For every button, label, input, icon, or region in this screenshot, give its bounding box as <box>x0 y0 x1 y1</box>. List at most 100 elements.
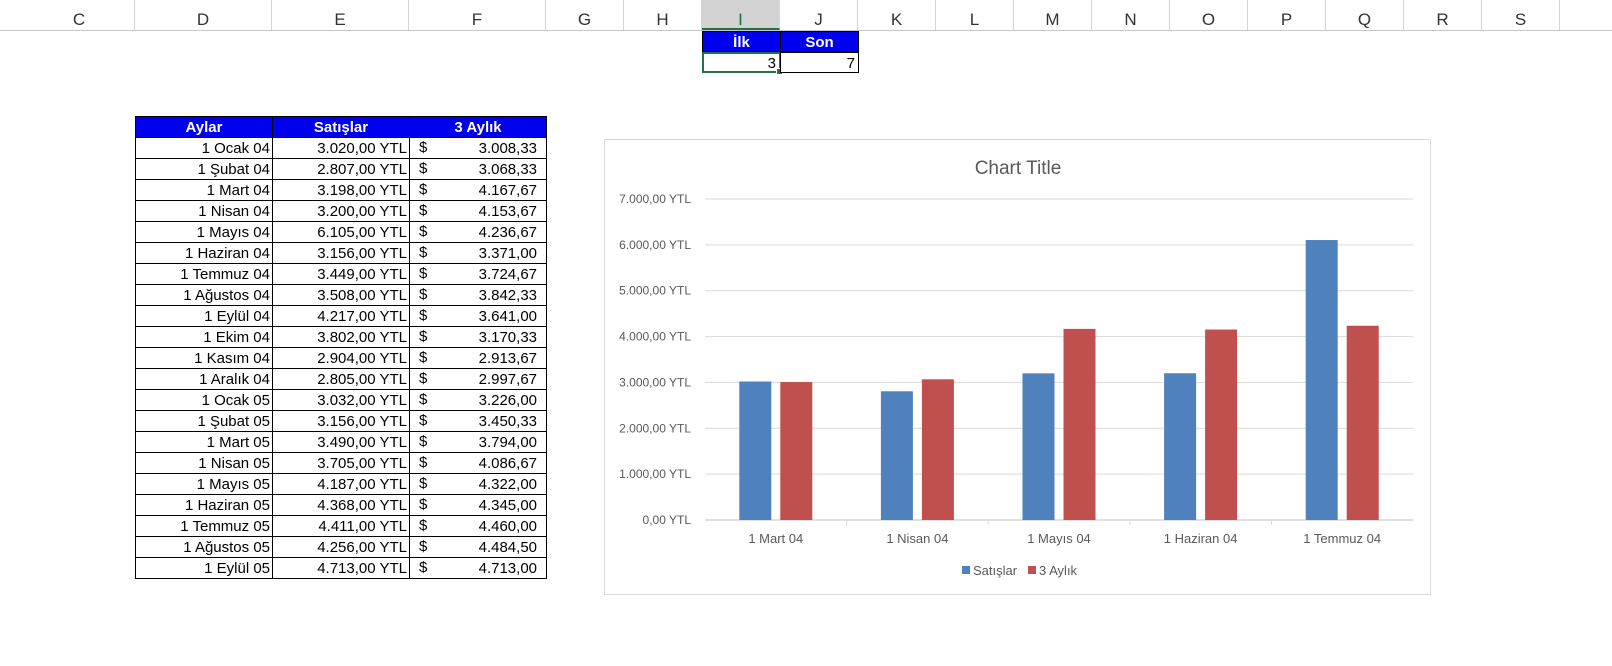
table-row: 1 Mayıs 05 4.187,00 YTL $4.322,00 <box>135 473 547 495</box>
table-row: 1 Ağustos 04 3.508,00 YTL $3.842,33 <box>135 284 547 306</box>
three-month-avg-cell[interactable]: $4.484,50 <box>409 536 547 558</box>
month-cell[interactable]: 1 Nisan 05 <box>135 452 273 474</box>
sales-cell[interactable]: 3.198,00 YTL <box>272 179 410 201</box>
three-month-avg-cell[interactable]: $3.170,33 <box>409 326 547 348</box>
column-header-n[interactable]: N <box>1092 0 1170 30</box>
currency-symbol: $ <box>419 412 428 429</box>
three-month-avg-cell[interactable]: $4.322,00 <box>409 473 547 495</box>
month-cell[interactable]: 1 Ocak 05 <box>135 389 273 411</box>
month-cell[interactable]: 1 Ocak 04 <box>135 137 273 159</box>
month-cell[interactable]: 1 Mart 05 <box>135 431 273 453</box>
month-cell[interactable]: 1 Şubat 04 <box>135 158 273 180</box>
son-value-cell[interactable]: 7 <box>780 52 859 73</box>
sales-cell[interactable]: 2.904,00 YTL <box>272 347 410 369</box>
header-aylar[interactable]: Aylar <box>135 116 273 138</box>
avg-value: 3.450,33 <box>478 412 537 430</box>
y-tick-label: 1.000,00 YTL <box>619 467 691 481</box>
month-cell[interactable]: 1 Ağustos 04 <box>135 284 273 306</box>
month-cell[interactable]: 1 Ekim 04 <box>135 326 273 348</box>
month-cell[interactable]: 1 Kasım 04 <box>135 347 273 369</box>
avg-value: 4.345,00 <box>478 496 537 514</box>
three-month-avg-cell[interactable]: $3.371,00 <box>409 242 547 264</box>
three-month-avg-cell[interactable]: $3.450,33 <box>409 410 547 432</box>
three-month-avg-cell[interactable]: $3.641,00 <box>409 305 547 327</box>
sales-cell[interactable]: 2.805,00 YTL <box>272 368 410 390</box>
month-cell[interactable]: 1 Mayıs 04 <box>135 221 273 243</box>
header-satislar[interactable]: Satışlar <box>272 116 410 138</box>
sales-cell[interactable]: 4.217,00 YTL <box>272 305 410 327</box>
column-header-g[interactable]: G <box>546 0 624 30</box>
sales-cell[interactable]: 3.490,00 YTL <box>272 431 410 453</box>
avg-value: 4.460,00 <box>478 517 537 535</box>
three-month-avg-cell[interactable]: $3.842,33 <box>409 284 547 306</box>
sales-cell[interactable]: 3.200,00 YTL <box>272 200 410 222</box>
three-month-avg-cell[interactable]: $3.226,00 <box>409 389 547 411</box>
sales-cell[interactable]: 2.807,00 YTL <box>272 158 410 180</box>
month-cell[interactable]: 1 Aralık 04 <box>135 368 273 390</box>
three-month-avg-cell[interactable]: $4.345,00 <box>409 494 547 516</box>
header-son[interactable]: Son <box>780 31 859 52</box>
sales-cell[interactable]: 4.256,00 YTL <box>272 536 410 558</box>
three-month-avg-cell[interactable]: $2.997,67 <box>409 368 547 390</box>
chart-area[interactable]: Chart Title 0,00 YTL 1.000,00 YTL 2.000,00 … <box>604 139 1431 595</box>
month-cell[interactable]: 1 Eylül 05 <box>135 557 273 579</box>
three-month-avg-cell[interactable]: $3.794,00 <box>409 431 547 453</box>
three-month-avg-cell[interactable]: $4.713,00 <box>409 557 547 579</box>
sales-cell[interactable]: 3.705,00 YTL <box>272 452 410 474</box>
three-month-avg-cell[interactable]: $3.724,67 <box>409 263 547 285</box>
three-month-avg-cell[interactable]: $4.460,00 <box>409 515 547 537</box>
table-row: 1 Eylül 05 4.713,00 YTL $4.713,00 <box>135 557 547 579</box>
month-cell[interactable]: 1 Eylül 04 <box>135 305 273 327</box>
month-cell[interactable]: 1 Şubat 05 <box>135 410 273 432</box>
column-header-q[interactable]: Q <box>1326 0 1404 30</box>
three-month-avg-cell[interactable]: $4.167,67 <box>409 179 547 201</box>
column-header-s[interactable]: S <box>1482 0 1560 30</box>
column-header-i[interactable]: I <box>702 0 780 30</box>
column-header-j[interactable]: J <box>780 0 858 30</box>
column-header-p[interactable]: P <box>1248 0 1326 30</box>
sales-cell[interactable]: 4.411,00 YTL <box>272 515 410 537</box>
three-month-avg-cell[interactable]: $4.153,67 <box>409 200 547 222</box>
month-cell[interactable]: 1 Temmuz 05 <box>135 515 273 537</box>
table-row: 1 Mart 04 3.198,00 YTL $4.167,67 <box>135 179 547 201</box>
month-cell[interactable]: 1 Mart 04 <box>135 179 273 201</box>
column-header-m[interactable]: M <box>1014 0 1092 30</box>
sales-cell[interactable]: 4.187,00 YTL <box>272 473 410 495</box>
header-3-aylik[interactable]: 3 Aylık <box>409 116 547 138</box>
three-month-avg-cell[interactable]: $4.236,67 <box>409 221 547 243</box>
sales-cell[interactable]: 3.449,00 YTL <box>272 263 410 285</box>
three-month-avg-cell[interactable]: $4.086,67 <box>409 452 547 474</box>
month-cell[interactable]: 1 Haziran 05 <box>135 494 273 516</box>
month-cell[interactable]: 1 Nisan 04 <box>135 200 273 222</box>
month-cell[interactable]: 1 Ağustos 05 <box>135 536 273 558</box>
column-header-r[interactable]: R <box>1404 0 1482 30</box>
column-header-c[interactable]: C <box>24 0 135 30</box>
month-cell[interactable]: 1 Mayıs 05 <box>135 473 273 495</box>
column-header-d[interactable]: D <box>135 0 272 30</box>
ilk-value-cell[interactable]: 3 <box>702 52 783 75</box>
three-month-avg-cell[interactable]: $2.913,67 <box>409 347 547 369</box>
month-cell[interactable]: 1 Temmuz 04 <box>135 263 273 285</box>
three-month-avg-cell[interactable]: $3.008,33 <box>409 137 547 159</box>
column-header-o[interactable]: O <box>1170 0 1248 30</box>
three-month-avg-cell[interactable]: $3.068,33 <box>409 158 547 180</box>
sales-cell[interactable]: 3.156,00 YTL <box>272 410 410 432</box>
avg-value: 3.842,33 <box>478 286 537 304</box>
sales-cell[interactable]: 3.032,00 YTL <box>272 389 410 411</box>
sales-cell[interactable]: 4.368,00 YTL <box>272 494 410 516</box>
column-header-h[interactable]: H <box>624 0 702 30</box>
column-header-f[interactable]: F <box>409 0 546 30</box>
sales-cell[interactable]: 3.508,00 YTL <box>272 284 410 306</box>
column-header-k[interactable]: K <box>858 0 936 30</box>
sales-cell[interactable]: 3.156,00 YTL <box>272 242 410 264</box>
sales-cell[interactable]: 6.105,00 YTL <box>272 221 410 243</box>
column-header-e[interactable]: E <box>272 0 409 30</box>
header-ilk[interactable]: İlk <box>702 31 781 52</box>
sales-cell[interactable]: 4.713,00 YTL <box>272 557 410 579</box>
sales-cell[interactable]: 3.802,00 YTL <box>272 326 410 348</box>
column-header-l[interactable]: L <box>936 0 1014 30</box>
currency-symbol: $ <box>419 202 428 219</box>
sales-cell[interactable]: 3.020,00 YTL <box>272 137 410 159</box>
month-cell[interactable]: 1 Haziran 04 <box>135 242 273 264</box>
avg-value: 2.997,67 <box>478 370 537 388</box>
